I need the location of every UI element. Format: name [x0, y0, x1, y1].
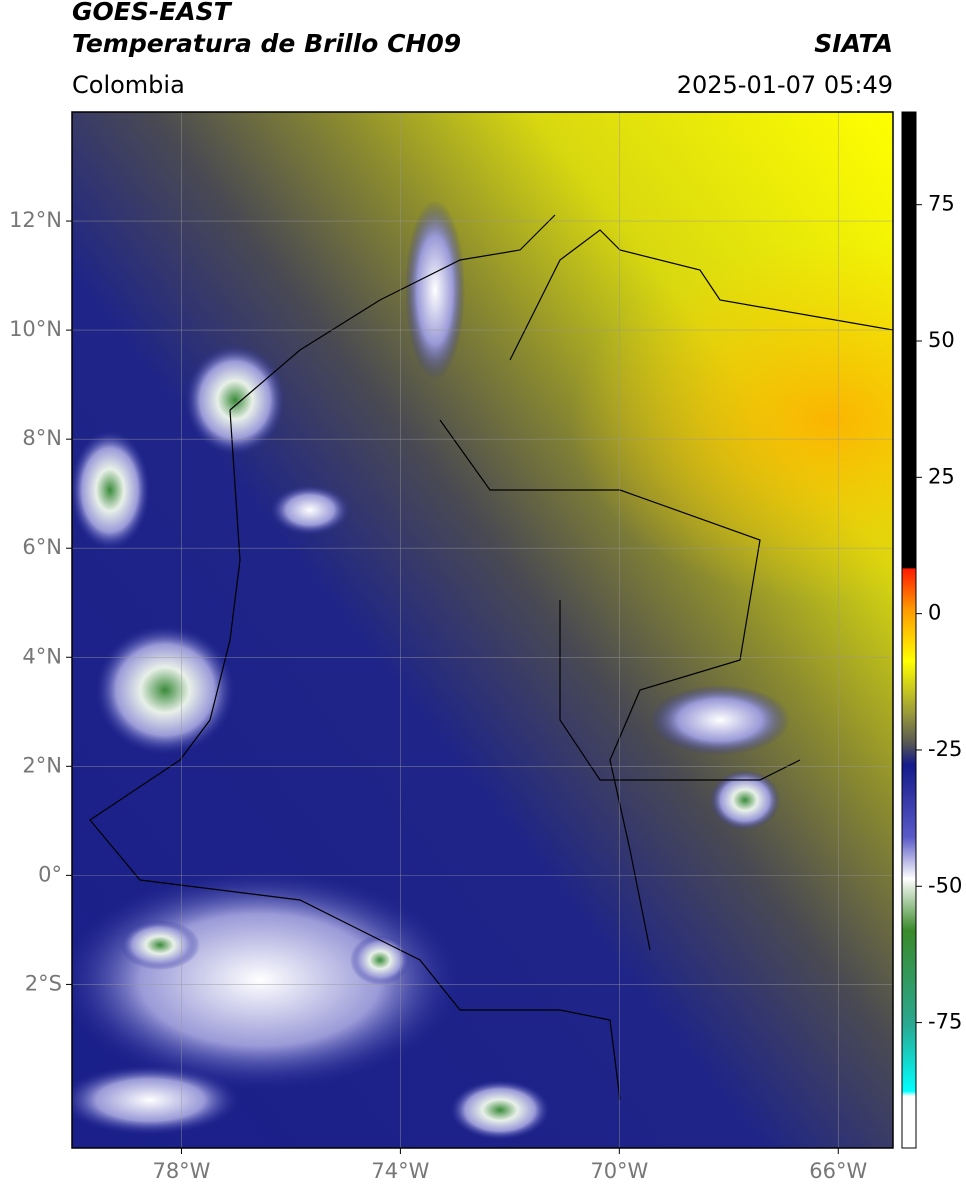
- colorbar-tick-label: -75: [928, 1010, 962, 1034]
- x-tick-label: 74°W: [371, 1159, 429, 1183]
- y-tick-label: 12°N: [9, 208, 62, 232]
- product-title: Temperatura de Brillo CH09: [72, 29, 461, 58]
- y-tick-label: 10°N: [9, 317, 62, 341]
- y-tick-label: 0°: [38, 862, 62, 886]
- y-tick-label: 2°N: [22, 753, 62, 777]
- cloud: [710, 770, 780, 830]
- colorbar: [901, 111, 917, 1149]
- cloud: [270, 485, 350, 535]
- grid: [72, 112, 893, 1148]
- cloud: [72, 1065, 240, 1135]
- datetime-label: 2025-01-07 05:49: [677, 71, 893, 99]
- borders: [89, 214, 893, 1101]
- colorbar-tick-label: -25: [928, 737, 962, 761]
- cloud: [185, 345, 285, 455]
- cloud: [405, 200, 465, 380]
- cloud: [72, 430, 150, 550]
- x-tick-label: 78°W: [152, 1159, 210, 1183]
- colorbar-tick-label: 0: [928, 601, 941, 625]
- cloud: [72, 870, 460, 1090]
- colorbar-tick-label: -50: [928, 873, 962, 897]
- cloud: [350, 935, 410, 985]
- cloud: [650, 685, 790, 755]
- cloud: [95, 625, 235, 755]
- x-tick-label: 66°W: [809, 1159, 867, 1183]
- y-tick-label: 8°N: [22, 426, 62, 450]
- map-frame: [71, 111, 894, 1149]
- y-tick-label: 2°S: [25, 971, 62, 995]
- cloud: [120, 920, 200, 970]
- colorbar-tick-label: 75: [928, 192, 955, 216]
- source-label: SIATA: [814, 29, 893, 58]
- region-label: Colombia: [72, 71, 185, 99]
- satellite-image: [72, 112, 893, 1148]
- y-tick-label: 4°N: [22, 644, 62, 668]
- x-tick-label: 70°W: [590, 1159, 648, 1183]
- y-tick-label: 6°N: [22, 535, 62, 559]
- cloud: [450, 1080, 550, 1140]
- satellite-title: GOES-EAST: [72, 0, 233, 26]
- colorbar-tick-label: 50: [928, 328, 955, 352]
- colorbar-tick-label: 25: [928, 464, 955, 488]
